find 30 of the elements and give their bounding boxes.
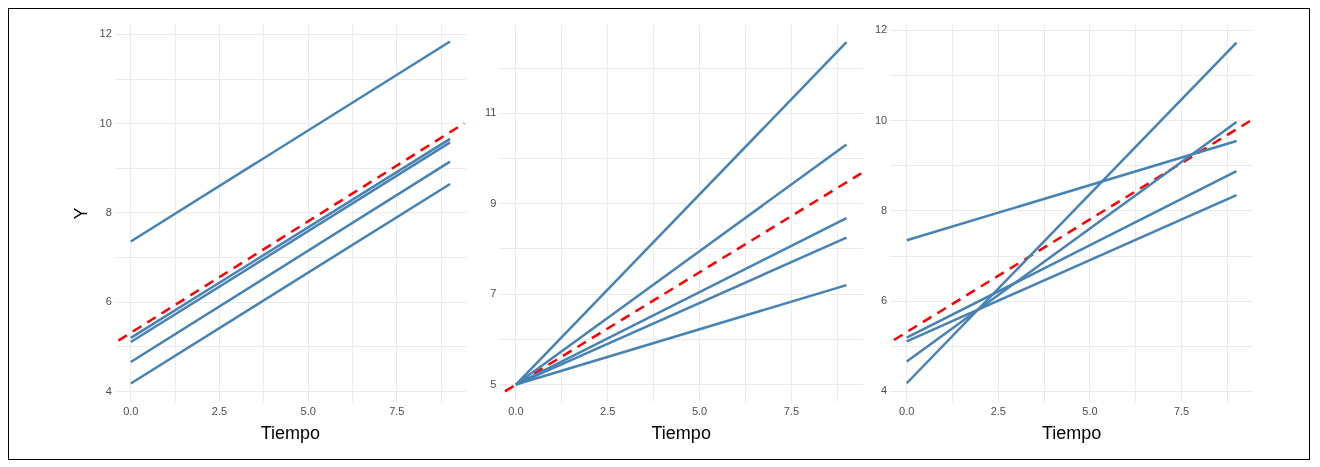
y-tick-label: 10 (99, 116, 112, 129)
x-tick-label: 0.0 (123, 404, 139, 417)
y-tick-label: 8 (881, 203, 888, 216)
x-tick-label: 5.0 (691, 404, 708, 417)
y-tick-label: 4 (105, 384, 112, 397)
x-tick-label: 7.5 (783, 404, 800, 417)
y-tick-label: 6 (881, 294, 888, 307)
y-tick-label: 12 (99, 27, 112, 40)
y-tick-label: 11 (485, 106, 497, 119)
x-tick-label: 5.0 (1082, 404, 1098, 417)
x-tick-label: 7.5 (1173, 404, 1190, 417)
x-tick-label: 2.5 (211, 404, 228, 417)
y-tick-label: 6 (105, 295, 112, 308)
y-axis-title: Y (70, 207, 91, 220)
y-tick-label: 10 (874, 113, 888, 126)
y-tick-label: 8 (105, 205, 112, 218)
x-tick-label: 5.0 (300, 404, 316, 417)
y-tick-label: 5 (490, 377, 497, 390)
x-tick-label: 0.0 (899, 404, 915, 417)
y-tick-label: 9 (490, 196, 497, 209)
x-tick-label: 0.0 (508, 404, 524, 417)
y-tick-label: 7 (490, 287, 497, 300)
x-axis-title: Tiempo (260, 423, 321, 444)
x-tick-label: 2.5 (600, 404, 616, 417)
y-tick-label: 12 (874, 23, 888, 36)
x-tick-label: 2.5 (990, 404, 1006, 417)
x-tick-label: 7.5 (389, 404, 405, 417)
x-axis-title: Tiempo (651, 423, 711, 444)
y-tick-label: 4 (881, 384, 888, 397)
x-axis-title: Tiempo (1041, 423, 1102, 444)
